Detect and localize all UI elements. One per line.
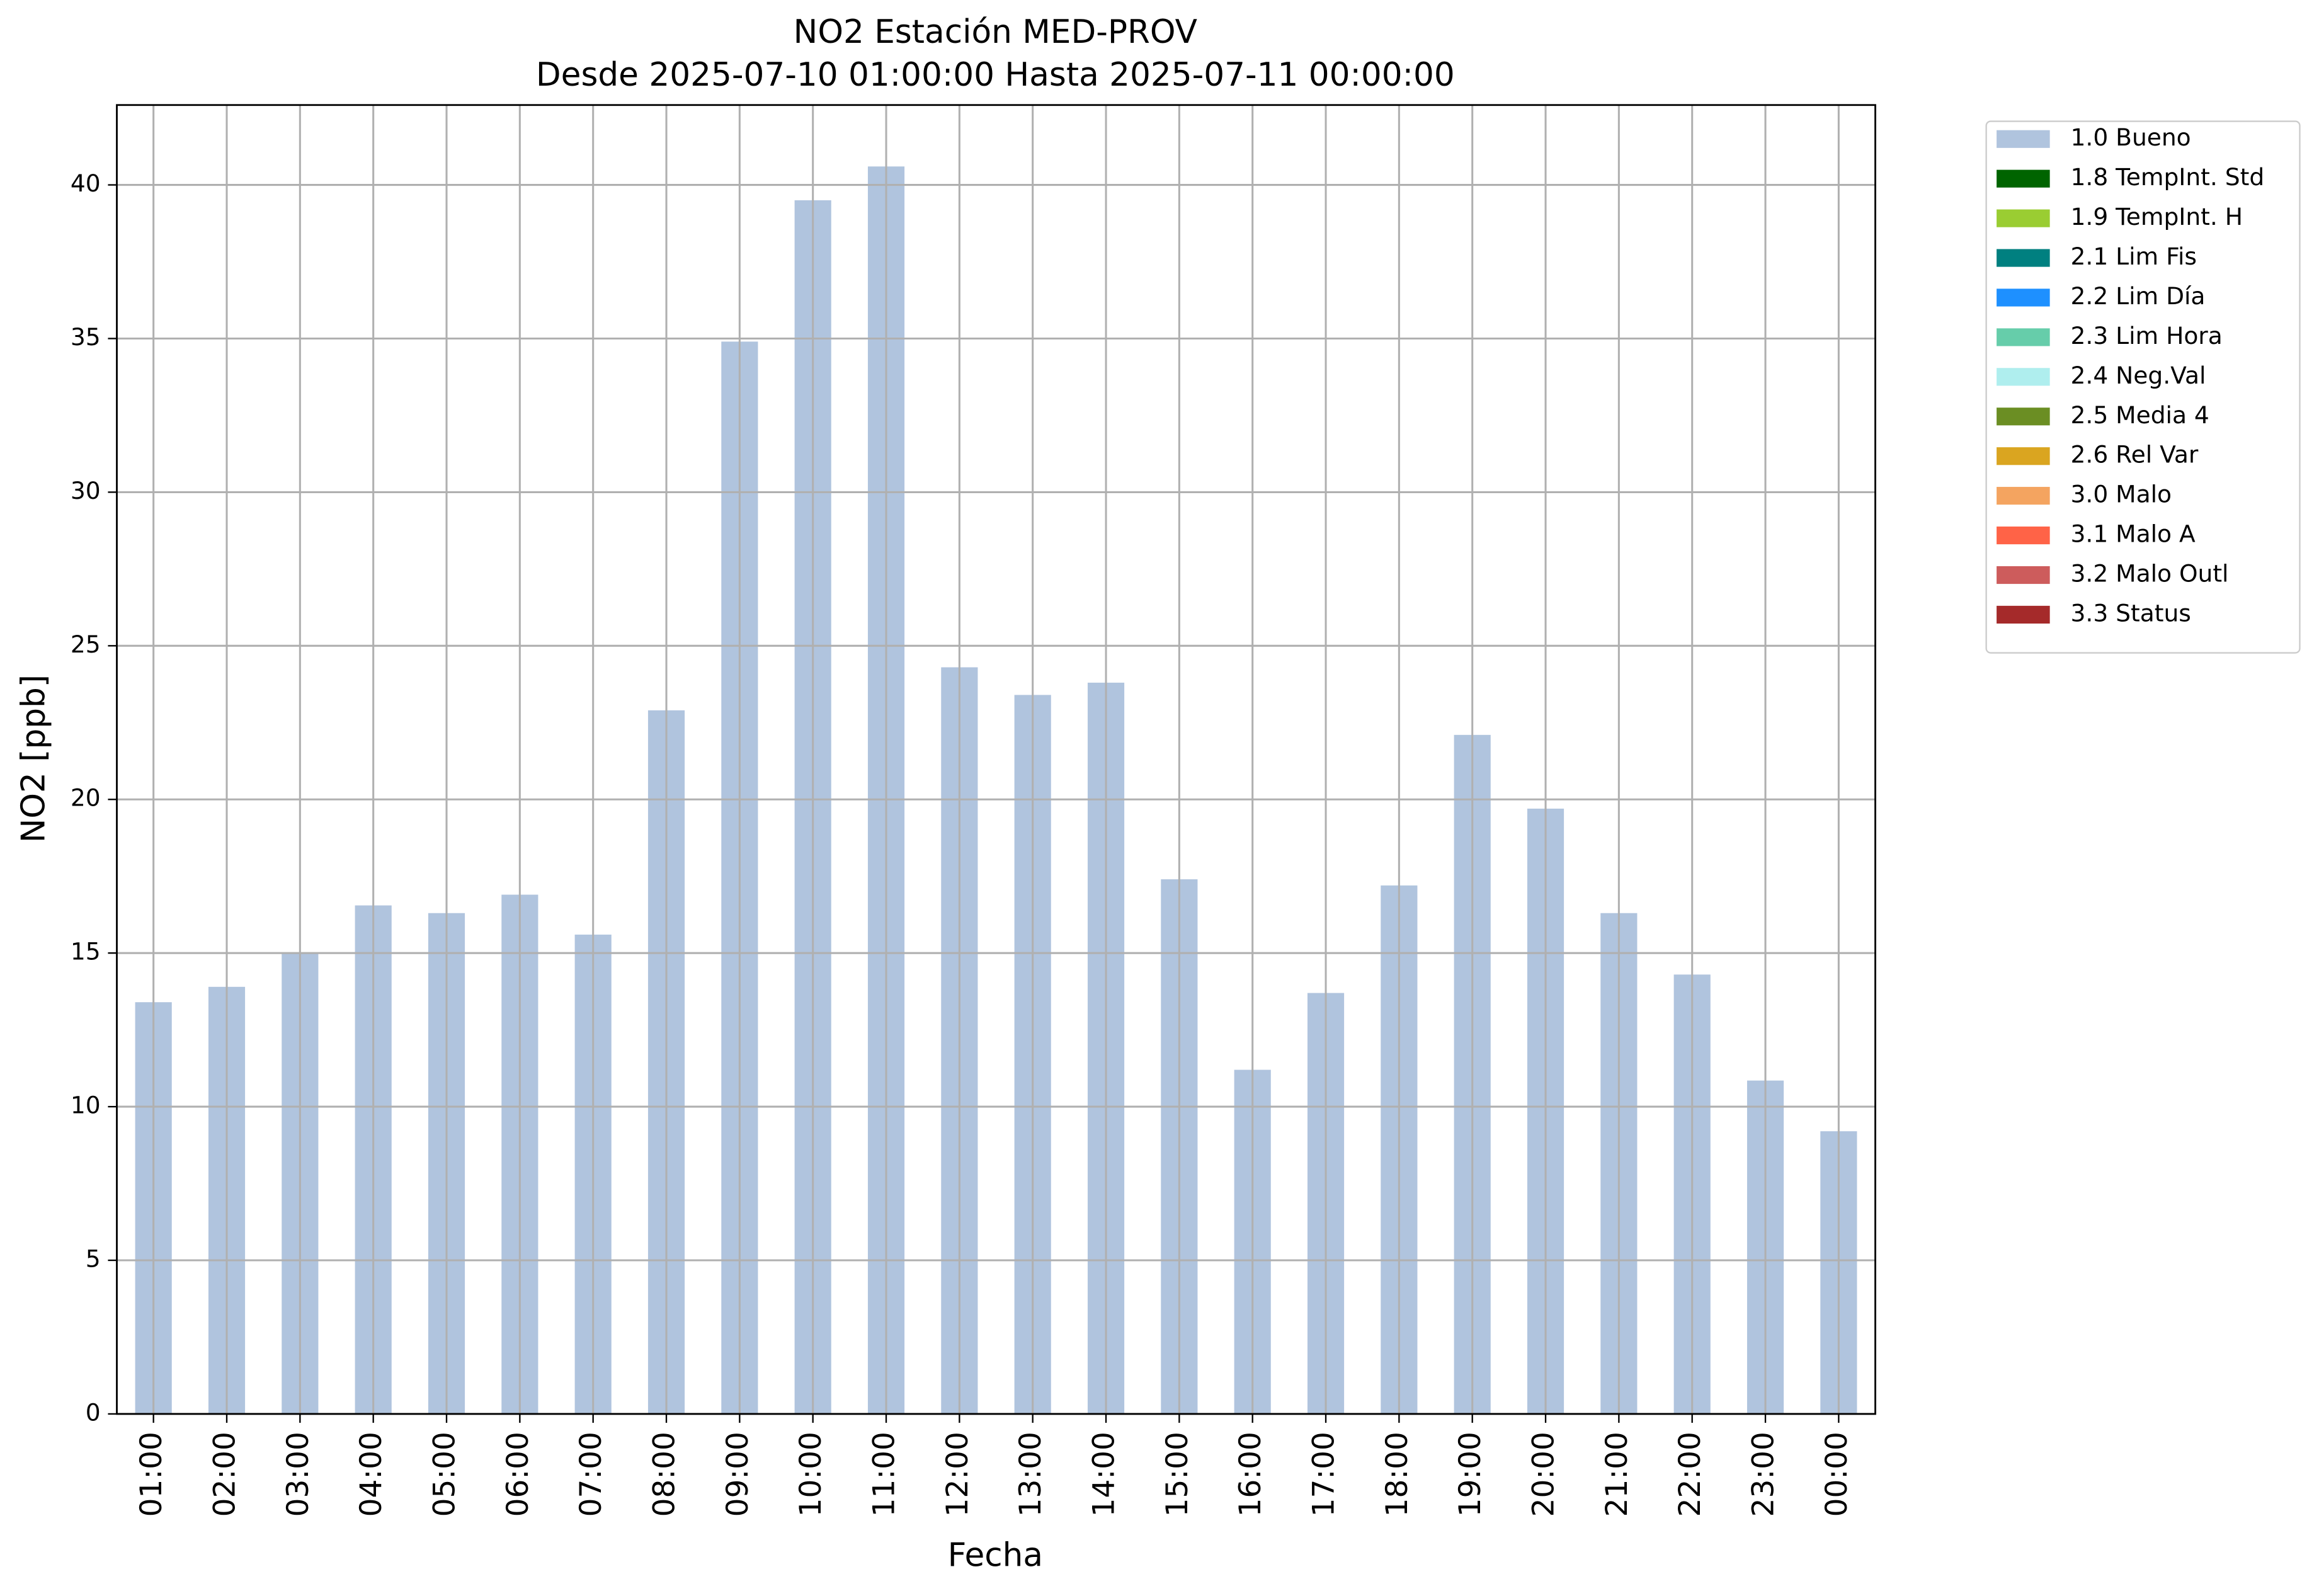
- legend-label: 2.1 Lim Fis: [2071, 242, 2197, 270]
- legend-swatch: [1997, 169, 2050, 188]
- legend-label: 3.2 Malo Outl: [2071, 560, 2229, 588]
- legend-label: 1.0 Bueno: [2071, 123, 2191, 151]
- x-tick-label: 11:00: [867, 1432, 902, 1517]
- chart-subtitle: Desde 2025-07-10 01:00:00 Hasta 2025-07-…: [536, 56, 1455, 94]
- legend-label: 2.2 Lim Día: [2071, 282, 2206, 310]
- x-tick-label: 08:00: [647, 1432, 682, 1517]
- legend-label: 1.8 TempInt. Std: [2071, 163, 2265, 191]
- x-tick-label: 21:00: [1600, 1432, 1634, 1517]
- y-tick-label: 20: [71, 784, 101, 812]
- x-tick-label: 03:00: [281, 1432, 316, 1517]
- x-tick-label: 18:00: [1380, 1432, 1415, 1517]
- legend-label: 3.3 Status: [2071, 599, 2191, 627]
- legend-swatch: [1997, 328, 2050, 346]
- y-tick-label: 0: [86, 1398, 101, 1426]
- x-tick-label: 10:00: [794, 1432, 828, 1517]
- y-tick-label: 10: [71, 1092, 101, 1119]
- y-tick-label: 35: [71, 323, 101, 351]
- legend-swatch: [1997, 605, 2050, 624]
- x-tick-label: 23:00: [1746, 1432, 1781, 1517]
- x-tick-label: 02:00: [208, 1432, 242, 1517]
- x-tick-label: 17:00: [1307, 1432, 1342, 1517]
- legend-label: 2.5 Media 4: [2071, 401, 2209, 429]
- x-tick-label: 16:00: [1233, 1432, 1268, 1517]
- y-axis-label: NO2 [ppb]: [14, 675, 52, 843]
- legend-label: 2.3 Lim Hora: [2071, 322, 2223, 350]
- x-axis-label: Fecha: [948, 1537, 1043, 1575]
- x-tick-label: 06:00: [501, 1432, 535, 1517]
- legend-label: 3.1 Malo A: [2071, 520, 2196, 548]
- legend-label: 2.6 Rel Var: [2071, 441, 2199, 469]
- legend-box: [1985, 120, 2301, 654]
- y-tick-label: 15: [71, 938, 101, 966]
- y-tick-label: 40: [71, 169, 101, 197]
- x-tick-label: 12:00: [940, 1432, 975, 1517]
- y-tick-label: 25: [71, 630, 101, 658]
- legend-swatch: [1997, 368, 2050, 386]
- legend-swatch: [1997, 288, 2050, 307]
- legend-label: 2.4 Neg.Val: [2071, 362, 2206, 389]
- chart-title: NO2 Estación MED-PROV: [794, 13, 1197, 51]
- legend-label: 1.9 TempInt. H: [2071, 203, 2243, 231]
- legend-swatch: [1997, 209, 2050, 227]
- x-tick-label: 00:00: [1820, 1432, 1854, 1517]
- legend-swatch: [1997, 249, 2050, 267]
- x-tick-label: 01:00: [134, 1432, 169, 1517]
- y-tick-label: 5: [86, 1245, 101, 1272]
- legend-swatch: [1997, 566, 2050, 584]
- legend-swatch: [1997, 408, 2050, 426]
- legend-label: 3.0 Malo: [2071, 481, 2172, 508]
- legend-swatch: [1997, 526, 2050, 545]
- x-tick-label: 15:00: [1160, 1432, 1195, 1517]
- legend-swatch: [1997, 130, 2050, 148]
- x-tick-label: 04:00: [354, 1432, 389, 1517]
- x-tick-label: 14:00: [1087, 1432, 1122, 1517]
- y-tick-label: 30: [71, 477, 101, 504]
- x-tick-label: 13:00: [1013, 1432, 1048, 1517]
- x-tick-label: 22:00: [1673, 1432, 1707, 1517]
- x-tick-label: 09:00: [721, 1432, 755, 1517]
- plot-frame: [116, 104, 1876, 1415]
- legend-swatch: [1997, 447, 2050, 465]
- x-tick-label: 05:00: [428, 1432, 462, 1517]
- legend-swatch: [1997, 487, 2050, 505]
- x-tick-label: 19:00: [1453, 1432, 1488, 1517]
- x-tick-label: 07:00: [574, 1432, 608, 1517]
- x-tick-label: 20:00: [1527, 1432, 1561, 1517]
